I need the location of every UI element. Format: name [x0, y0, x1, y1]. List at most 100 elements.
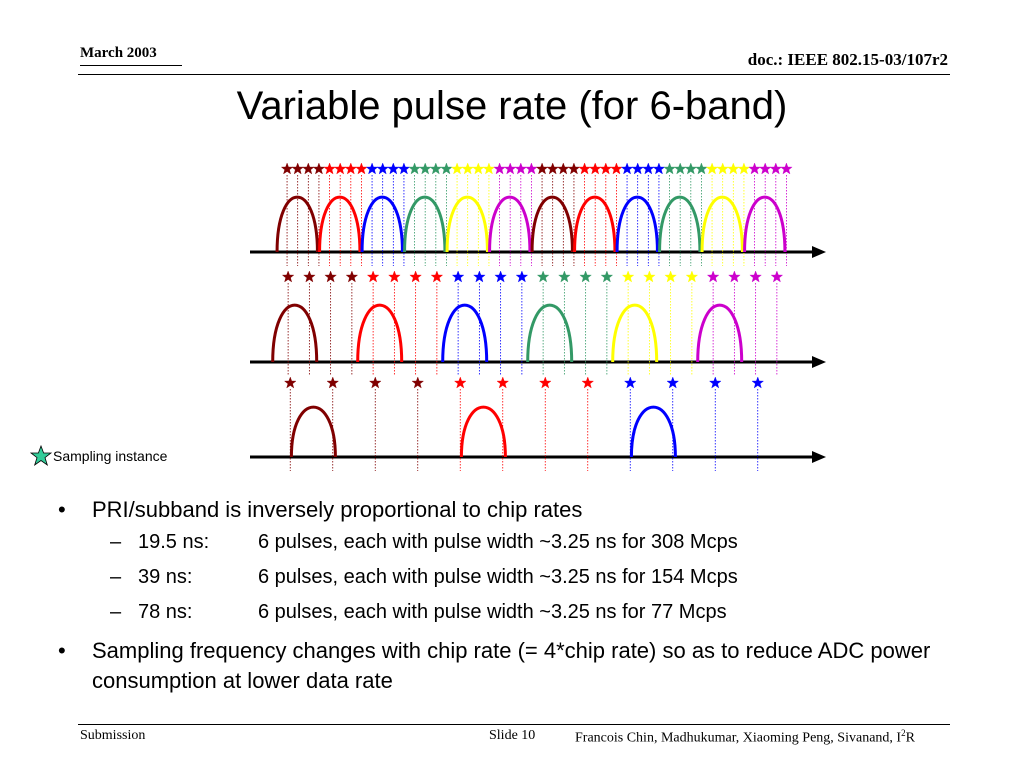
- sampling-star: [283, 376, 297, 389]
- sampling-star: [705, 162, 719, 175]
- sampling-star: [418, 162, 432, 175]
- pulse-arch: [488, 195, 532, 253]
- bullet-item: • PRI/subband is inversely proportional …: [58, 495, 942, 525]
- sampling-star: [326, 376, 340, 389]
- sampling-star: [623, 376, 637, 389]
- sampling-star: [770, 270, 784, 283]
- sampling-star: [472, 162, 485, 175]
- pulse-arch: [356, 303, 404, 363]
- sampling-star: [737, 162, 751, 175]
- sampling-star: [610, 162, 623, 175]
- sampling-star: [579, 270, 592, 283]
- bullet-item: • Sampling frequency changes with chip r…: [58, 636, 942, 696]
- sampling-star: [280, 162, 294, 175]
- sub-bullet-label: 19.5 ns:: [138, 531, 210, 553]
- legend-label: Sampling instance: [53, 448, 168, 464]
- sampling-star: [482, 162, 496, 175]
- sampling-star: [450, 162, 464, 175]
- sampling-star: [684, 162, 698, 175]
- sampling-star: [409, 270, 422, 283]
- sampling-star: [695, 162, 708, 175]
- sampling-star: [397, 162, 411, 175]
- sampling-star: [751, 376, 765, 389]
- sampling-star: [429, 162, 443, 175]
- sampling-star: [557, 162, 570, 175]
- sampling-star: [535, 162, 549, 175]
- bullet-text: PRI/subband is inversely proportional to…: [92, 497, 583, 522]
- sampling-star: [291, 162, 304, 175]
- sampling-star: [664, 270, 677, 283]
- sampling-star: [355, 162, 368, 175]
- sampling-star: [631, 162, 644, 175]
- sampling-star: [708, 376, 722, 389]
- sub-bullet-dash: –: [110, 601, 122, 623]
- sampling-star: [685, 270, 699, 283]
- sampling-star: [769, 162, 783, 175]
- sampling-star: [451, 270, 465, 283]
- header-date-underline: [80, 65, 182, 66]
- sampling-star: [440, 162, 453, 175]
- sampling-star: [706, 270, 720, 283]
- sampling-star: [758, 162, 772, 175]
- legend: Sampling instance: [30, 445, 167, 467]
- pulse-arch: [271, 303, 319, 363]
- sampling-star: [473, 270, 486, 283]
- sampling-star: [503, 162, 517, 175]
- sampling-star: [728, 270, 741, 283]
- footer-submission: Submission: [80, 728, 146, 743]
- sampling-star: [578, 162, 591, 175]
- header-rule: [78, 74, 950, 75]
- footer-rule: [78, 724, 950, 725]
- sub-bullet-item: – 78 ns: 6 pulses, each with pulse width…: [58, 595, 942, 630]
- sub-bullet-text: 6 pulses, each with pulse width ~3.25 ns…: [258, 531, 738, 553]
- pulse-arch: [573, 195, 617, 253]
- sampling-star: [376, 162, 389, 175]
- sampling-star: [494, 270, 507, 283]
- sampling-star: [333, 162, 347, 175]
- sampling-star: [727, 162, 740, 175]
- sampling-star: [567, 162, 581, 175]
- sampling-star: [515, 270, 529, 283]
- time-axis-arrowhead: [812, 246, 826, 258]
- sampling-star: [324, 270, 337, 283]
- sampling-star: [666, 376, 680, 389]
- pulse-arch: [318, 195, 362, 253]
- bullet-text: Sampling frequency changes with chip rat…: [92, 638, 931, 693]
- sampling-star: [673, 162, 687, 175]
- pulse-arch: [696, 303, 744, 363]
- sampling-star: [536, 270, 550, 283]
- sampling-star: [780, 162, 793, 175]
- sampling-star: [716, 162, 729, 175]
- sub-bullet-label: 39 ns:: [138, 566, 193, 588]
- sub-bullet-dash: –: [110, 566, 122, 588]
- pulse-rate-diagram: [250, 162, 826, 471]
- sampling-star: [588, 162, 602, 175]
- sampling-star: [642, 162, 655, 175]
- sampling-star: [461, 162, 474, 175]
- slide-title: Variable pulse rate (for 6-band): [236, 84, 788, 128]
- footer-authors: Francois Chin, Madhukumar, Xiaoming Peng…: [575, 728, 915, 746]
- pulse-arch: [743, 195, 787, 253]
- sub-bullet-text: 6 pulses, each with pulse width ~3.25 ns…: [258, 566, 738, 588]
- sampling-star: [411, 376, 425, 389]
- pulse-arch: [441, 303, 489, 363]
- sampling-star: [748, 162, 761, 175]
- sampling-star: [303, 270, 316, 283]
- sampling-star: [600, 270, 614, 283]
- sampling-star: [430, 270, 444, 283]
- time-axis-arrowhead: [812, 451, 826, 463]
- pulse-arch: [445, 195, 489, 253]
- pulse-arch: [700, 195, 744, 253]
- footer-slide-number: Slide 10: [489, 728, 536, 743]
- sampling-star: [388, 270, 401, 283]
- sampling-star: [493, 162, 506, 175]
- sampling-star: [749, 270, 762, 283]
- bullet-dot: •: [58, 638, 66, 663]
- sampling-star: [312, 162, 326, 175]
- pulse-arch: [360, 195, 404, 253]
- sampling-star: [302, 162, 315, 175]
- sampling-star: [368, 376, 382, 389]
- sampling-star: [365, 162, 379, 175]
- sub-bullet-item: – 19.5 ns: 6 pulses, each with pulse wid…: [58, 525, 942, 560]
- sampling-star-icon: [30, 445, 52, 467]
